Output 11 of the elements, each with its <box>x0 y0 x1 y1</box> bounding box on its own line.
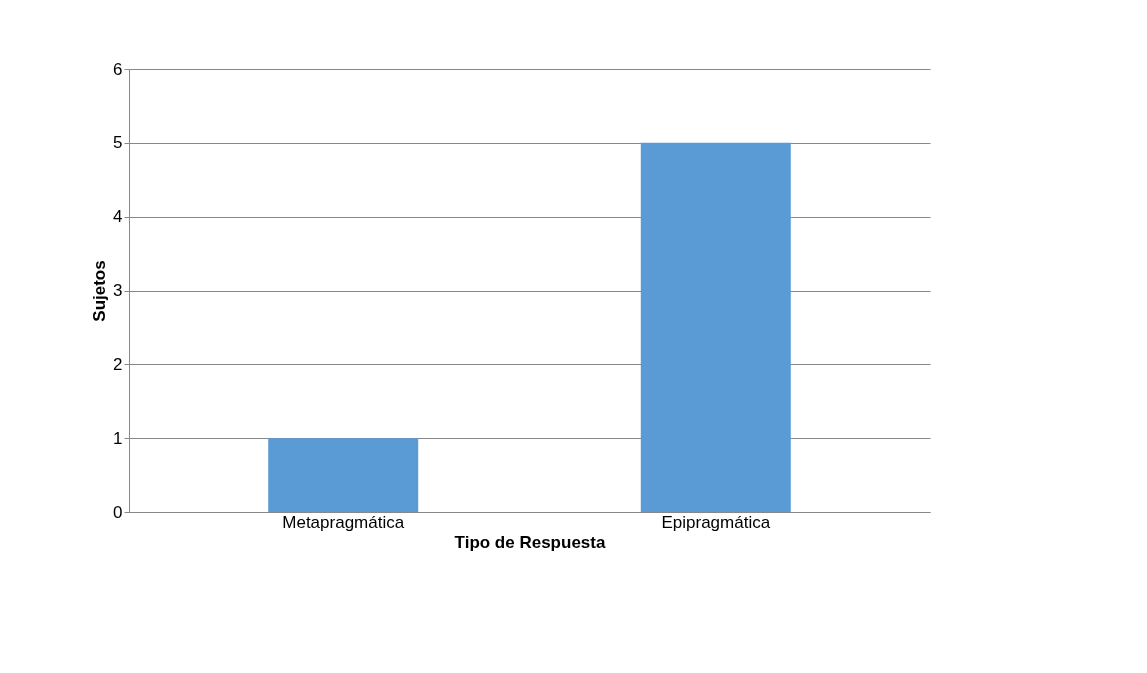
y-tick-label: 1 <box>113 428 123 448</box>
y-tick-label: 4 <box>113 207 123 227</box>
y-axis-title: Sujetos <box>90 260 110 322</box>
y-tick-label: 0 <box>113 502 123 522</box>
x-axis-title: Tipo de Respuesta <box>454 532 606 552</box>
y-tick-label: 3 <box>113 281 123 300</box>
y-tick-label: 2 <box>113 354 123 374</box>
x-tick-label: Metapragmática <box>282 512 405 532</box>
y-tick-label: 6 <box>113 59 123 79</box>
y-tick-label: 5 <box>113 133 123 153</box>
x-tick-label: Epipragmática <box>661 512 771 532</box>
